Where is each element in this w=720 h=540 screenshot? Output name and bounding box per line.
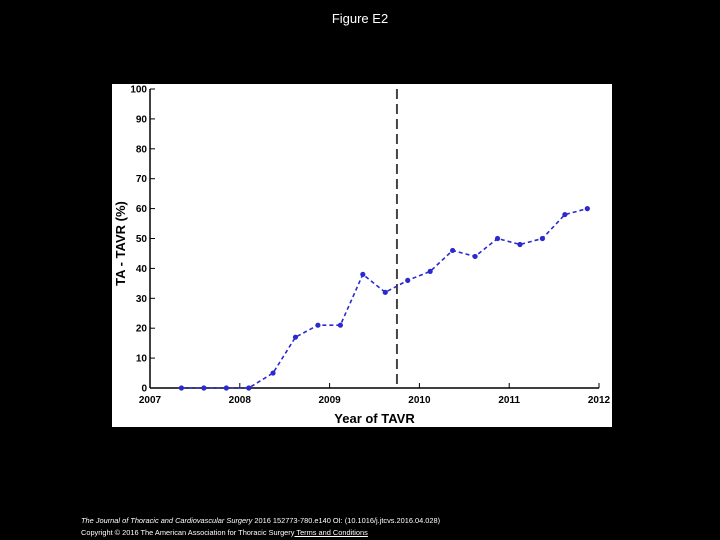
- data-point: [494, 235, 501, 242]
- data-point: [427, 268, 433, 274]
- y-tick-label: 10: [136, 354, 148, 365]
- x-tick-label: 2011: [498, 395, 520, 406]
- x-axis-title: Year of TAVR: [334, 411, 415, 426]
- y-tick-label: 50: [136, 234, 148, 245]
- y-axis-title: TA - TAVR (%): [113, 201, 128, 286]
- data-point: [472, 253, 478, 260]
- data-point: [201, 385, 207, 391]
- x-tick-label: 2007: [139, 395, 162, 406]
- y-tick-label: 30: [136, 294, 148, 305]
- x-tick-label: 2008: [229, 395, 252, 406]
- y-tick-label: 90: [136, 114, 148, 125]
- data-point: [246, 385, 252, 391]
- citation-line: The Journal of Thoracic and Cardiovascul…: [81, 515, 440, 527]
- data-point: [562, 211, 568, 218]
- data-point: [178, 385, 185, 391]
- x-tick-label: 2010: [408, 395, 431, 406]
- data-point: [584, 206, 590, 212]
- x-tick-label: 2009: [318, 395, 341, 406]
- terms-link[interactable]: Terms and Conditions: [294, 528, 368, 537]
- data-point: [382, 289, 388, 295]
- y-tick-label: 80: [136, 144, 148, 155]
- line-chart: 0 10 20 30 40 50 60 70 80 90 100 2007 2008 2009 2010 20…: [113, 85, 611, 427]
- y-tick-label: 60: [136, 204, 148, 215]
- data-point: [405, 277, 411, 283]
- data-point: [450, 247, 456, 254]
- chart-panel: 0 10 20 30 40 50 60 70 80 90 100 2007 2008 2009 2010 20…: [112, 84, 612, 427]
- y-tick-label: 100: [130, 85, 147, 96]
- copyright-line: Copyright © 2016 The American Associatio…: [81, 527, 440, 539]
- data-point: [315, 322, 321, 328]
- data-point: [337, 322, 343, 328]
- data-point: [517, 241, 523, 248]
- slide-title: Figure E2: [331, 11, 389, 26]
- data-point: [360, 271, 366, 277]
- y-tick-label: 70: [136, 174, 148, 185]
- copyright-text: Copyright © 2016 The American Associatio…: [81, 528, 295, 537]
- y-tick-label: 40: [136, 264, 148, 275]
- data-point: [292, 334, 299, 340]
- citation-details: 2016 152773-780.e140 OI: (10.1016/j.jtcv…: [252, 516, 441, 525]
- footer: The Journal of Thoracic and Cardiovascul…: [81, 515, 440, 539]
- journal-name: The Journal of Thoracic and Cardiovascul…: [81, 516, 253, 525]
- series-line: [181, 207, 588, 389]
- data-point: [270, 370, 276, 376]
- y-tick-label: 0: [141, 384, 147, 395]
- data-point: [223, 385, 229, 391]
- y-tick-label: 20: [136, 324, 148, 335]
- data-point: [539, 235, 546, 242]
- x-tick-label: 2012: [588, 395, 611, 406]
